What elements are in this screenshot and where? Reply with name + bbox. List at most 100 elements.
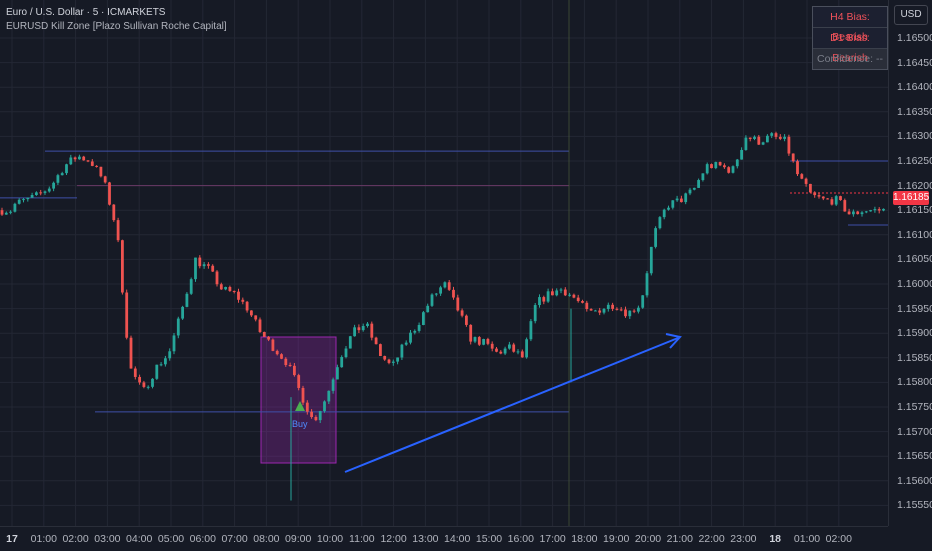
candle-body <box>649 246 653 274</box>
price-chart[interactable] <box>0 0 888 526</box>
symbol-title[interactable]: Euro / U.S. Dollar · 5 · ICMARKETS <box>6 7 166 18</box>
candle-body <box>555 290 559 296</box>
candle-body <box>164 358 167 365</box>
candle-body <box>39 192 43 194</box>
candle-body <box>400 344 404 358</box>
candle-body <box>228 286 232 291</box>
candle-body <box>69 157 73 165</box>
candle-body <box>121 240 124 293</box>
candle-body <box>714 162 718 169</box>
price-axis[interactable]: 1.16500 1.16450 1.16400 1.16350 1.16300 1.162… <box>888 0 932 526</box>
candle-body <box>809 183 812 193</box>
candle-body <box>280 354 283 359</box>
chart-grid <box>0 0 888 526</box>
candle-body <box>301 387 305 403</box>
indicator-title[interactable]: EURUSD Kill Zone [Plazo Sullivan Roche C… <box>6 21 227 32</box>
candle-body <box>413 330 417 333</box>
time-tick: 21:00 <box>666 533 693 545</box>
candle-body <box>675 198 679 201</box>
candle-body <box>60 173 64 176</box>
candle-body <box>697 180 700 188</box>
candle-body <box>873 209 877 211</box>
candle-body <box>701 173 705 181</box>
candle-body <box>224 286 227 290</box>
candle-body <box>684 193 688 203</box>
candle-body <box>589 309 593 311</box>
candle-body <box>219 284 223 290</box>
time-tick: 06:00 <box>189 533 216 545</box>
candle-body <box>641 295 645 308</box>
candle-body <box>727 167 731 173</box>
price-tick: 1.15550 <box>897 499 932 512</box>
candle-body <box>856 211 860 215</box>
candle-body <box>336 367 339 380</box>
candle-body <box>529 321 533 340</box>
candle-body <box>813 192 817 196</box>
candle-body <box>262 331 266 337</box>
candle-body <box>447 282 451 290</box>
candle-body <box>572 294 576 298</box>
candle-body <box>533 305 537 322</box>
candle-body <box>817 195 821 197</box>
chart-legend: Euro / U.S. Dollar · 5 · ICMARKETS EURUS… <box>6 6 227 34</box>
candle-body <box>310 411 313 417</box>
candle-body <box>804 178 808 184</box>
price-tick: 1.16450 <box>897 56 932 69</box>
price-tick: 1.16350 <box>897 105 932 118</box>
candle-body <box>314 416 318 421</box>
candle-body <box>284 358 288 366</box>
candle-body <box>791 153 795 162</box>
time-axis[interactable]: 17 01:00 02:00 03:00 04:00 05:00 06:00 07:00 08:… <box>0 526 888 551</box>
candle-body <box>800 174 804 179</box>
candle-body <box>520 351 524 358</box>
candle-body <box>383 356 387 360</box>
candle-body <box>516 351 520 353</box>
candle-body <box>615 308 619 310</box>
candle-body <box>731 166 735 173</box>
candle-body <box>86 160 90 162</box>
candle-body <box>688 189 692 194</box>
candle-body <box>783 136 786 139</box>
candle-body <box>852 211 855 215</box>
trend-arrow-line <box>344 337 679 473</box>
candle-body <box>189 279 193 294</box>
candle-body <box>787 136 791 154</box>
candle-body <box>619 309 623 311</box>
candle-body <box>671 200 675 208</box>
candle-body <box>82 156 86 161</box>
currency-button[interactable]: USD <box>894 5 928 25</box>
candle-body <box>525 339 528 358</box>
candle-body <box>112 204 116 221</box>
candle-body <box>422 312 425 325</box>
candle-body <box>366 323 369 327</box>
candle-body <box>78 156 81 160</box>
candle-body <box>460 310 464 316</box>
signal-zone-box <box>260 336 337 464</box>
candle-body <box>847 211 851 215</box>
candle-body <box>379 344 382 357</box>
candle-body <box>710 164 713 169</box>
candle-body <box>129 337 133 369</box>
bias-table: H4 Bias: Bearish D1 Bias: Bearish Confid… <box>812 6 888 70</box>
price-tick: 1.16150 <box>897 204 932 217</box>
candle-body <box>770 133 774 136</box>
candle-body <box>275 350 279 355</box>
candle-body <box>254 315 258 320</box>
candle-body <box>267 336 270 340</box>
candle-body <box>576 297 580 302</box>
candle-body <box>142 382 146 387</box>
d1-bias: D1 Bias: Bearish <box>813 28 887 64</box>
candle-body <box>90 161 94 166</box>
time-tick: 22:00 <box>698 533 725 545</box>
candle-body <box>361 326 365 331</box>
candle-body <box>538 297 541 306</box>
candle-body <box>761 142 765 145</box>
candle-body <box>692 187 696 190</box>
candle-body <box>95 165 98 167</box>
candle-body <box>133 368 137 377</box>
candle-body <box>26 197 30 200</box>
candle-body <box>860 212 864 215</box>
candle-body <box>594 310 597 312</box>
time-tick: 15:00 <box>475 533 503 545</box>
candle-body <box>637 307 640 312</box>
